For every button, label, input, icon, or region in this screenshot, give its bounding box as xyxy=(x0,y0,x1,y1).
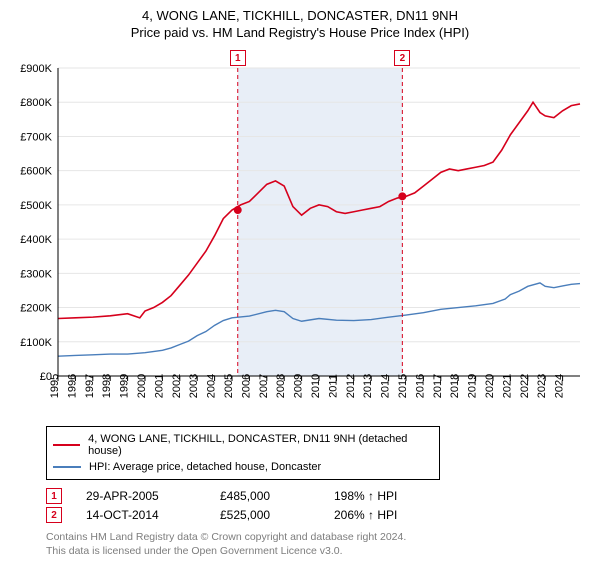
chart-area: £0£100K£200K£300K£400K£500K£600K£700K£80… xyxy=(10,50,590,420)
x-tick-label: 2014 xyxy=(380,374,392,398)
legend: 4, WONG LANE, TICKHILL, DONCASTER, DN11 … xyxy=(46,426,440,480)
legend-label: HPI: Average price, detached house, Donc… xyxy=(89,461,321,473)
legend-swatch xyxy=(53,466,81,468)
sale-marker-date: 14-OCT-2014 xyxy=(86,508,196,522)
sale-markers-table: 1 29-APR-2005 £485,000 198% ↑ HPI 2 14-OCT-20… xyxy=(46,488,590,523)
title-block: 4, WONG LANE, TICKHILL, DONCASTER, DN11 … xyxy=(10,8,590,40)
footnote: Contains HM Land Registry data © Crown c… xyxy=(46,531,590,558)
x-tick-label: 2023 xyxy=(536,374,548,398)
x-tick-label: 2019 xyxy=(467,374,479,398)
x-tick-label: 1997 xyxy=(84,374,96,398)
chart-title-address: 4, WONG LANE, TICKHILL, DONCASTER, DN11 … xyxy=(10,8,590,23)
x-tick-label: 2016 xyxy=(414,374,426,398)
chart-svg: £0£100K£200K£300K£400K£500K£600K£700K£80… xyxy=(10,50,590,420)
x-tick-label: 1999 xyxy=(119,374,131,398)
x-tick-label: 2006 xyxy=(240,374,252,398)
x-tick-label: 2021 xyxy=(501,374,513,398)
sale-marker-row: 1 29-APR-2005 £485,000 198% ↑ HPI xyxy=(46,488,590,504)
x-tick-label: 2022 xyxy=(519,374,531,398)
sale-marker-hpi: 206% ↑ HPI xyxy=(334,508,397,522)
x-tick-label: 2020 xyxy=(484,374,496,398)
sale-marker-price: £525,000 xyxy=(220,508,310,522)
x-tick-label: 2011 xyxy=(327,374,339,398)
x-tick-label: 2013 xyxy=(362,374,374,398)
sale-marker-hpi: 198% ↑ HPI xyxy=(334,489,397,503)
y-tick-label: £700K xyxy=(20,131,52,143)
sale-marker-row-badge: 1 xyxy=(46,488,62,504)
y-tick-label: £600K xyxy=(20,166,52,178)
y-tick-label: £500K xyxy=(20,200,52,212)
x-tick-label: 2002 xyxy=(171,374,183,398)
x-tick-label: 2015 xyxy=(397,374,409,398)
sale-marker-date: 29-APR-2005 xyxy=(86,489,196,503)
y-tick-label: £100K xyxy=(20,337,52,349)
footnote-line1: Contains HM Land Registry data © Crown c… xyxy=(46,531,590,545)
chart-subtitle: Price paid vs. HM Land Registry's House … xyxy=(10,25,590,40)
y-tick-label: £400K xyxy=(20,234,52,246)
y-tick-label: £300K xyxy=(20,268,52,280)
x-tick-label: 2000 xyxy=(136,374,148,398)
x-tick-label: 1995 xyxy=(49,374,61,398)
legend-row: HPI: Average price, detached house, Donc… xyxy=(53,459,433,475)
x-tick-label: 2018 xyxy=(449,374,461,398)
x-tick-label: 2017 xyxy=(432,374,444,398)
legend-swatch xyxy=(53,444,80,446)
sale-marker-badge: 1 xyxy=(230,50,246,66)
sale-marker-dot xyxy=(398,192,406,200)
x-tick-label: 2008 xyxy=(275,374,287,398)
x-tick-label: 2009 xyxy=(293,374,305,398)
x-tick-label: 2007 xyxy=(258,374,270,398)
sale-marker-row: 2 14-OCT-2014 £525,000 206% ↑ HPI xyxy=(46,507,590,523)
sale-marker-price: £485,000 xyxy=(220,489,310,503)
legend-row: 4, WONG LANE, TICKHILL, DONCASTER, DN11 … xyxy=(53,431,433,459)
x-tick-label: 2001 xyxy=(153,374,165,398)
x-tick-label: 1996 xyxy=(66,374,78,398)
x-tick-label: 2012 xyxy=(345,374,357,398)
footnote-line2: This data is licensed under the Open Gov… xyxy=(46,545,590,559)
chart-container: 4, WONG LANE, TICKHILL, DONCASTER, DN11 … xyxy=(0,0,600,562)
x-tick-label: 2004 xyxy=(206,374,218,398)
y-tick-label: £200K xyxy=(20,303,52,315)
x-tick-label: 1998 xyxy=(101,374,113,398)
y-tick-label: £800K xyxy=(20,97,52,109)
x-tick-label: 2005 xyxy=(223,374,235,398)
x-tick-label: 2003 xyxy=(188,374,200,398)
sale-marker-row-badge: 2 xyxy=(46,507,62,523)
legend-label: 4, WONG LANE, TICKHILL, DONCASTER, DN11 … xyxy=(88,433,433,457)
sale-marker-badge: 2 xyxy=(394,50,410,66)
x-tick-label: 2010 xyxy=(310,374,322,398)
y-tick-label: £900K xyxy=(20,63,52,75)
sale-marker-dot xyxy=(234,206,242,214)
x-tick-label: 2024 xyxy=(554,374,566,398)
